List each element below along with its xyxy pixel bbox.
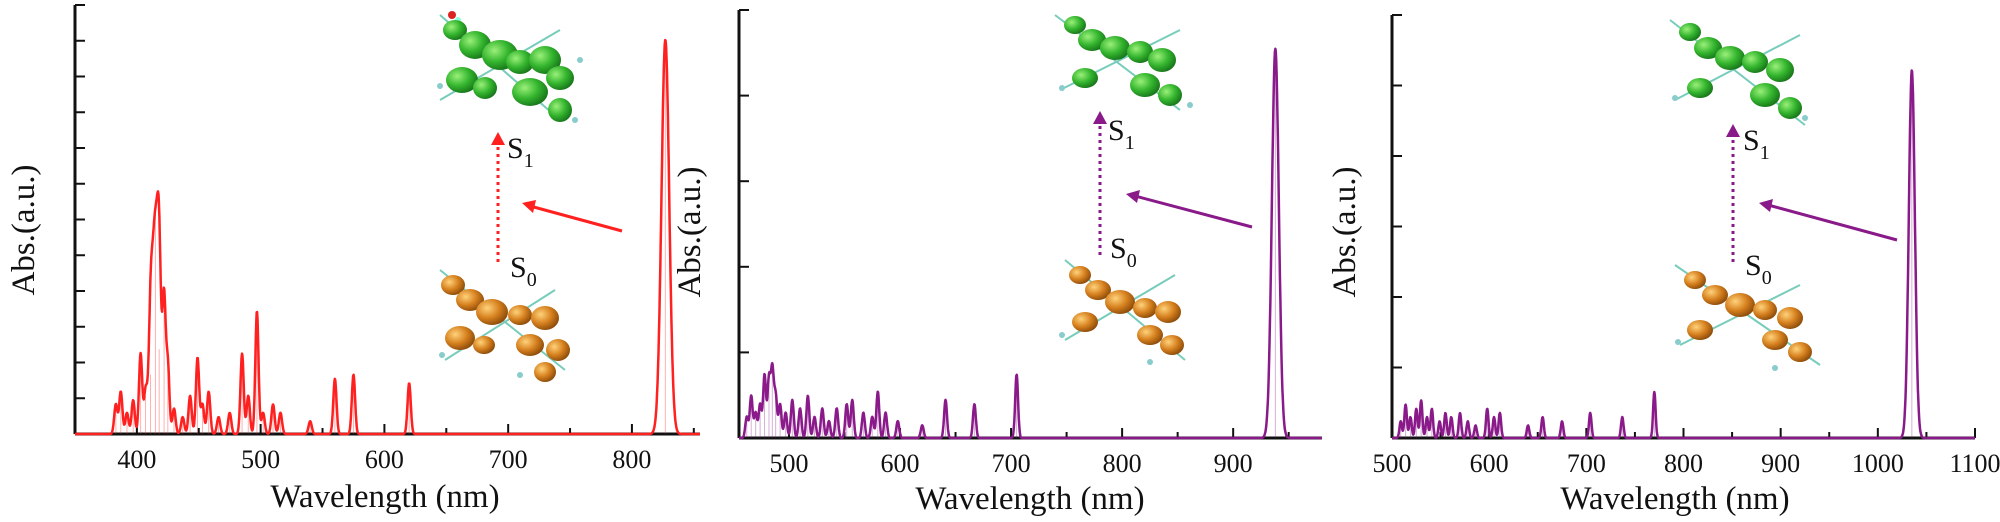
arrowhead-icon xyxy=(1093,111,1107,124)
x-ticks: 500 600 700 800 900 xyxy=(769,428,1290,478)
s0-orbital-image xyxy=(1059,259,1186,365)
x-tick-label: 500 xyxy=(769,449,808,478)
s0-orbital-image xyxy=(439,269,570,382)
peak-pointer-arrow xyxy=(1134,194,1253,229)
y-ticks xyxy=(1392,14,1402,369)
panel-left: 400 500 600 700 800 Wavelength (nm) Abs.(a.u… xyxy=(6,4,701,515)
ground-state-label: S0 xyxy=(1110,232,1137,272)
arrowhead-icon xyxy=(1759,199,1773,212)
spectrum-curve xyxy=(74,38,701,436)
spectrum-curve xyxy=(738,47,1323,440)
s1-orbital-image xyxy=(437,11,583,123)
x-tick-label: 600 xyxy=(881,449,920,478)
y-axis-title: Abs.(a.u.) xyxy=(672,166,708,297)
s1-orbital-image xyxy=(1669,19,1808,126)
spectrum-line xyxy=(74,38,701,436)
x-ticks: 400 500 600 700 800 xyxy=(74,424,695,474)
arrowhead-icon xyxy=(1126,190,1140,203)
excited-state-label: S1 xyxy=(1108,114,1135,154)
s0-orbital-image xyxy=(1674,264,1821,371)
x-tick-label: 800 xyxy=(1103,449,1142,478)
x-tick-label: 600 xyxy=(1470,449,1509,478)
arrowhead-icon xyxy=(1726,124,1740,137)
ground-state-label: S0 xyxy=(1745,249,1772,289)
x-tick-label: 500 xyxy=(1373,449,1412,478)
arrowhead-icon xyxy=(522,200,536,213)
y-ticks xyxy=(75,4,85,400)
spectrum-line xyxy=(738,47,1323,440)
x-tick-label: 800 xyxy=(1664,449,1703,478)
x-tick-label: 400 xyxy=(117,445,156,474)
y-ticks xyxy=(739,9,749,354)
x-tick-label: 700 xyxy=(489,445,528,474)
x-tick-label: 1000 xyxy=(1852,449,1904,478)
x-tick-label: 700 xyxy=(1567,449,1606,478)
spectrum-line xyxy=(1391,69,1976,440)
s1-orbital-image xyxy=(1054,14,1193,111)
peak-pointer-arrow xyxy=(529,204,623,233)
x-axis-title: Wavelength (nm) xyxy=(915,481,1144,517)
excited-state-label: S1 xyxy=(1743,124,1770,164)
panel-right: 500 600 700 800 900 1000 1100 Wavelength (nm) … xyxy=(1327,14,2000,517)
x-tick-label: 900 xyxy=(1214,449,1253,478)
x-tick-label: 600 xyxy=(365,445,404,474)
x-axis-title: Wavelength (nm) xyxy=(1560,481,1789,517)
arrowhead-icon xyxy=(491,132,505,145)
panel-middle: 500 600 700 800 900 Wavelength (nm) Abs.(a.u… xyxy=(672,9,1323,517)
x-tick-label: 900 xyxy=(1761,449,1800,478)
x-axis-title: Wavelength (nm) xyxy=(270,479,499,515)
spectrum-curve xyxy=(1391,69,1976,440)
ground-state-label: S0 xyxy=(510,251,537,291)
excited-state-label: S1 xyxy=(507,132,534,172)
x-tick-label: 500 xyxy=(241,445,280,474)
x-tick-label: 700 xyxy=(992,449,1031,478)
x-tick-label: 800 xyxy=(612,445,651,474)
y-axis-title: Abs.(a.u.) xyxy=(1327,166,1363,297)
y-axis-title: Abs.(a.u.) xyxy=(6,164,42,295)
x-ticks: 500 600 700 800 900 1000 1100 xyxy=(1373,428,2000,478)
peak-pointer-arrow xyxy=(1767,203,1898,242)
x-tick-label: 1100 xyxy=(1949,449,2000,478)
